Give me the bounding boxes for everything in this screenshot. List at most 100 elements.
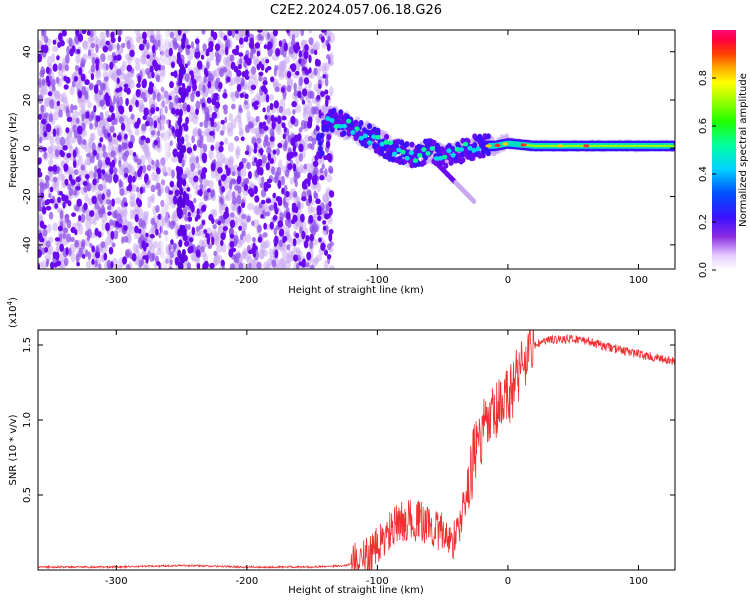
spectrogram-noise-dot-dark [75, 176, 81, 183]
spectrogram-noise-dot-dark [141, 79, 147, 89]
spectrogram-noise-dot [82, 139, 87, 145]
spectrogram-noise-dot [80, 213, 86, 224]
spectrogram-noise-speck [319, 157, 325, 164]
spectrogram-noise-speck [216, 232, 221, 242]
spectrogram-track-dot [409, 141, 415, 148]
spectrogram-noise-speck [151, 171, 157, 181]
spectrogram-noise-speck [322, 195, 329, 203]
spectrogram-noise-speck [53, 110, 59, 121]
spectrogram-noise-dot-dark [75, 30, 80, 37]
spectrogram-noise-speck [271, 46, 277, 54]
spectrogram-x-tick-label: -200 [236, 275, 259, 286]
spectrogram-noise-dot [169, 250, 174, 259]
spectrogram-noise-dot [296, 263, 300, 269]
spectrogram-noise-dot-dark [38, 262, 41, 269]
spectrogram-track-highlight [437, 155, 444, 161]
spectrogram-noise-dot-dark [236, 175, 242, 185]
spectrogram-noise-dot-dark [132, 151, 137, 157]
spectrogram-noise-dot [307, 90, 313, 99]
spectrogram-noise-speck [137, 99, 144, 109]
snr-x-tick-label: -100 [366, 576, 389, 587]
spectrogram-track-highlight [467, 145, 473, 151]
spectrogram-noise-dot-dark [285, 190, 290, 198]
spectrogram-noise-dot-dark [40, 192, 45, 199]
spectrogram-noise-dot-dark [197, 51, 201, 59]
spectrogram-noise-dot [105, 30, 109, 36]
spectrogram-noise-speck [238, 215, 243, 225]
spectrogram-noise-dot [199, 183, 204, 191]
spectrogram-noise-dot-dark [292, 238, 297, 247]
colorbar-tick-label: 0.2 [698, 214, 709, 230]
spectrogram-noise-dot-dark [145, 232, 149, 238]
spectrogram-noise-dot-dark [95, 58, 100, 65]
spectrogram-noise-dot-dark [292, 254, 299, 262]
spectrogram-noise-dot-dark [213, 92, 219, 98]
spectrogram-noise-speck [192, 66, 199, 74]
spectrogram-noise-dot-dark [218, 145, 224, 153]
spectrogram-noise-dot-dark [269, 158, 275, 164]
spectrogram-stripe-dot [176, 135, 181, 144]
spectrogram-noise-speck [329, 85, 334, 97]
spectrogram-noise-dot-dark [149, 65, 154, 73]
spectrogram-noise-dot-dark [201, 102, 206, 108]
spectrogram-noise-dot-dark [269, 221, 275, 230]
spectrogram-noise-dot [266, 32, 271, 40]
spectrogram-noise-dot-dark [254, 195, 260, 203]
spectrogram-noise-dot [107, 44, 113, 52]
spectrogram-noise-dot-dark [196, 60, 203, 70]
spectrogram-noise-dot-dark [308, 54, 312, 64]
spectrogram-stripe-dot [178, 239, 183, 248]
spectrogram-noise-dot-dark [277, 220, 284, 228]
spectrogram-noise-speck [328, 265, 335, 269]
spectrogram-noise-dot-dark [209, 130, 215, 136]
snr-series-line [38, 330, 675, 570]
spectrogram-noise-dot [76, 117, 80, 124]
spectrogram-noise-dot-dark [52, 128, 57, 138]
spectrogram-track-dot [384, 133, 390, 140]
spectrogram-noise-dot [43, 35, 49, 44]
spectrogram-noise-dot-dark [143, 243, 147, 252]
spectrogram-noise-dot [106, 188, 111, 198]
spectrogram-noise-dot-dark [264, 114, 268, 120]
spectrogram-noise-speck [92, 219, 97, 226]
spectrogram-hotspot [520, 143, 527, 147]
spectrogram-noise-dot [116, 68, 122, 76]
spectrogram-noise-dot-dark [303, 50, 309, 60]
colorbar-label: Normalized spectral amplitude [738, 73, 749, 227]
spectrogram-noise-dot-dark [136, 117, 141, 126]
spectrogram-noise-speck [235, 145, 241, 156]
spectrogram-noise-dot-dark [77, 90, 83, 99]
spectrogram-noise-dot [145, 115, 151, 123]
spectrogram-noise-speck [108, 68, 115, 79]
spectrogram-noise-dot-dark [243, 55, 248, 61]
spectrogram-track-highlight [358, 135, 364, 141]
spectrogram-noise-dot-dark [220, 239, 224, 247]
spectrogram-noise-dot-dark [190, 72, 195, 82]
spectrogram-noise-dot-dark [113, 55, 118, 61]
spectrogram-noise-dot [41, 30, 47, 38]
spectrogram-noise-speck [60, 174, 66, 181]
spectrogram-noise-dot-dark [153, 120, 158, 129]
spectrogram-noise-dot [102, 83, 106, 91]
spectrogram-noise-dot-dark [118, 86, 123, 92]
spectrogram-noise-dot-dark [64, 198, 69, 204]
spectrogram-noise-dot [123, 167, 129, 175]
spectrogram-noise-dot-dark [286, 70, 292, 79]
spectrogram-x-tick-label: 100 [629, 275, 648, 286]
spectrogram-noise-dot [300, 30, 305, 37]
spectrogram-x-tick-label: -100 [366, 275, 389, 286]
spectrogram-noise-dot-dark [95, 115, 101, 122]
spectrogram-noise-dot-dark [172, 148, 178, 158]
spectrogram-noise-dot-dark [153, 139, 159, 146]
spectrogram-noise-dot-dark [235, 44, 240, 51]
spectrogram-noise-dot [62, 232, 67, 240]
spectrogram-noise-dot [256, 261, 262, 269]
spectrogram-track-dot [367, 123, 373, 130]
spectrogram-noise-dot [136, 186, 140, 193]
spectrogram-noise-dot-dark [320, 30, 327, 33]
spectrogram-noise-dot [43, 151, 48, 159]
spectrogram-noise-dot-dark [124, 202, 128, 207]
spectrogram-noise-dot [199, 121, 204, 128]
spectrogram-noise-dot [141, 123, 147, 132]
spectrogram-noise-dot [65, 54, 70, 64]
